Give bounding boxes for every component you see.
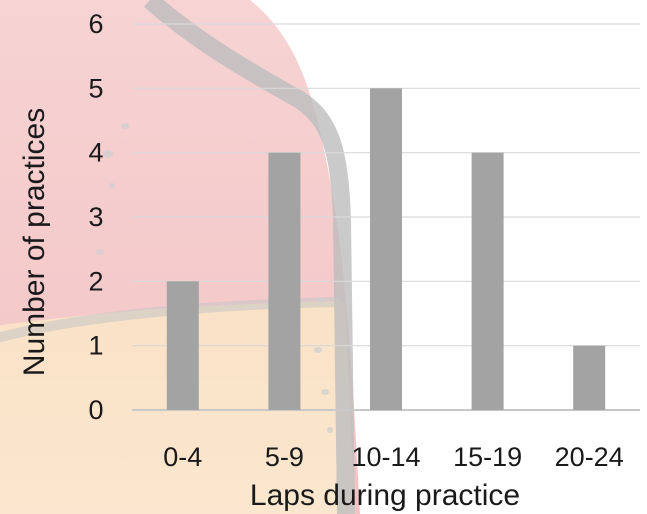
y-tick-label: 1 bbox=[88, 331, 103, 361]
bar-5-9 bbox=[268, 152, 301, 410]
y-tick-label: 6 bbox=[88, 9, 103, 39]
bar-10-14 bbox=[370, 88, 402, 410]
x-axis-title: Laps during practice bbox=[250, 479, 520, 512]
x-tick-label: 20-24 bbox=[555, 442, 624, 472]
y-tick-label: 2 bbox=[88, 266, 103, 296]
bars bbox=[166, 88, 606, 410]
x-tick-labels: 0-4 5-9 10-14 15-19 20-24 bbox=[163, 442, 623, 472]
y-tick-label: 0 bbox=[88, 395, 103, 425]
decor-curve-outline bbox=[143, 0, 355, 514]
y-tick-label: 3 bbox=[88, 202, 103, 232]
x-tick-label: 10-14 bbox=[351, 442, 420, 472]
bar-15-19 bbox=[471, 152, 504, 410]
decor-bubbles bbox=[96, 123, 333, 433]
x-tick-label: 0-4 bbox=[163, 442, 202, 472]
x-tick-label: 15-19 bbox=[453, 442, 522, 472]
y-axis-title: Number of practices bbox=[18, 108, 51, 376]
x-tick-label: 5-9 bbox=[265, 442, 304, 472]
y-tick-labels: 0 1 2 3 4 5 6 bbox=[88, 9, 103, 425]
y-tick-label: 5 bbox=[88, 73, 103, 103]
bar-20-24 bbox=[573, 345, 606, 410]
background-illustration bbox=[0, 0, 360, 514]
y-tick-label: 4 bbox=[88, 138, 103, 168]
bar-0-4 bbox=[166, 281, 199, 410]
